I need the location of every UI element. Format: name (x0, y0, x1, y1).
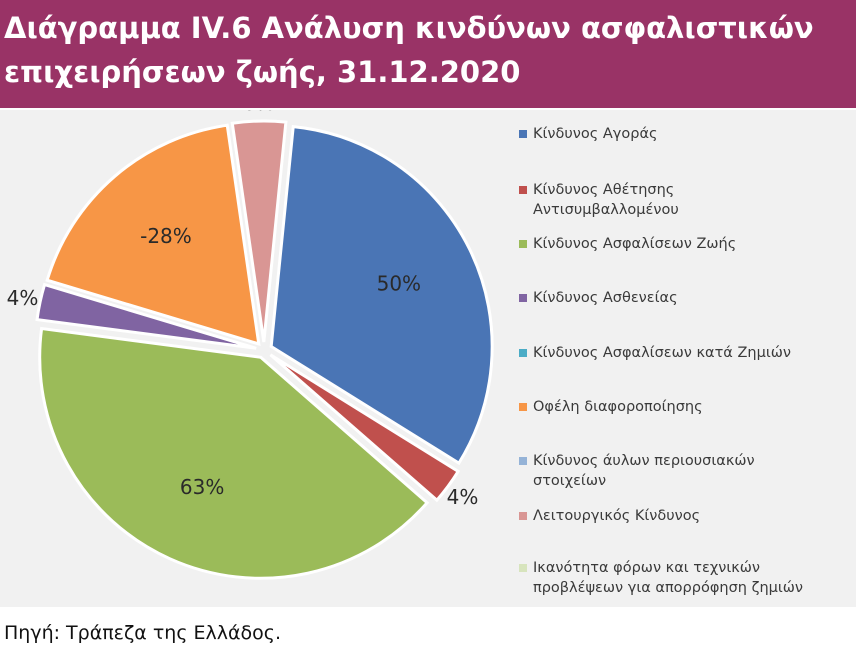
legend-item: Κίνδυνος Αθέτησης Αντισυμβαλλομένου (519, 180, 849, 220)
legend-label: Ικανότητα φόρων και τεχνικών προβλέψεων … (533, 560, 804, 596)
legend-item: Κίνδυνος Ασθενείας (519, 288, 849, 308)
legend-label: Λειτουργικός Κίνδυνος (533, 508, 701, 524)
legend-label: Κίνδυνος Ασθενείας (533, 290, 678, 306)
legend-swatch (519, 457, 527, 465)
legend-label: Κίνδυνος άυλων περιουσιακών στοιχείων (533, 453, 755, 489)
legend-swatch (519, 294, 527, 302)
legend-label: Κίνδυνος Αγοράς (533, 126, 658, 142)
pie-slice-0 (269, 124, 494, 466)
legend-swatch (519, 130, 527, 138)
legend-item: Οφέλη διαφοροποίησης (519, 397, 849, 417)
legend-swatch (519, 512, 527, 520)
data-label-5: -28% (140, 224, 192, 248)
pie-slice-2 (38, 326, 430, 580)
data-label-3: 4% (7, 286, 39, 310)
plot-area: 50% 4% 63% 4% -28% 6% Κίνδυνος Αγοράς Κίνδυνος… (0, 110, 856, 607)
legend-label: Κίνδυνος Ασφαλίσεων Ζωής (533, 236, 737, 252)
legend-swatch (519, 403, 527, 411)
legend-swatch (519, 564, 527, 572)
pie-slice-3 (35, 282, 257, 350)
legend-item: Κίνδυνος Ασφαλίσεων Ζωής (519, 234, 849, 254)
legend-label: Κίνδυνος Αθέτησης Αντισυμβαλλομένου (533, 182, 679, 218)
legend-swatch (519, 186, 527, 194)
chart-header: Διάγραμμα IV.6 Ανάλυση κινδύνων ασφαλιστ… (0, 0, 856, 108)
pie-slice-5 (45, 123, 261, 347)
data-label-0: 50% (377, 272, 421, 296)
legend-item: Κίνδυνος Αγοράς (519, 124, 849, 144)
legend-item: Λειτουργικός Κίνδυνος (519, 506, 849, 526)
legend-label: Κίνδυνος Ασφαλίσεων κατά Ζημιών (533, 345, 791, 361)
data-label-2: 63% (180, 475, 224, 499)
legend-label: Οφέλη διαφοροποίησης (533, 399, 703, 415)
legend-swatch (519, 349, 527, 357)
data-label-7: 6% (243, 110, 275, 115)
pie-chart: 50% 4% 63% 4% -28% 6% (7, 110, 494, 580)
legend-item: Κίνδυνος Ασφαλίσεων κατά Ζημιών (519, 343, 849, 363)
source-note: Πηγή: Τράπεζα της Ελλάδος. (4, 622, 281, 644)
legend-item: Κίνδυνος άυλων περιουσιακών στοιχείων (519, 451, 849, 491)
legend-swatch (519, 240, 527, 248)
pie-slice-1 (269, 353, 461, 503)
data-label-1: 4% (447, 485, 479, 509)
chart-title: Διάγραμμα IV.6 Ανάλυση κινδύνων ασφαλιστ… (4, 11, 814, 89)
pie-slice-7 (230, 119, 288, 343)
legend-item: Ικανότητα φόρων και τεχνικών προβλέψεων … (519, 558, 849, 598)
